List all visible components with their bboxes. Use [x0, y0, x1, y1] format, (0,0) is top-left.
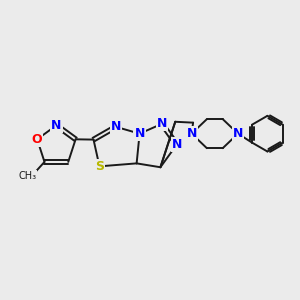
Text: N: N — [111, 120, 121, 133]
Text: N: N — [233, 127, 243, 140]
Text: N: N — [172, 138, 182, 151]
Text: N: N — [157, 117, 167, 130]
Text: N: N — [51, 119, 62, 132]
Text: N: N — [134, 127, 145, 140]
Text: S: S — [95, 160, 104, 173]
Text: CH₃: CH₃ — [19, 171, 37, 181]
Text: N: N — [186, 127, 197, 140]
Text: O: O — [32, 133, 43, 146]
